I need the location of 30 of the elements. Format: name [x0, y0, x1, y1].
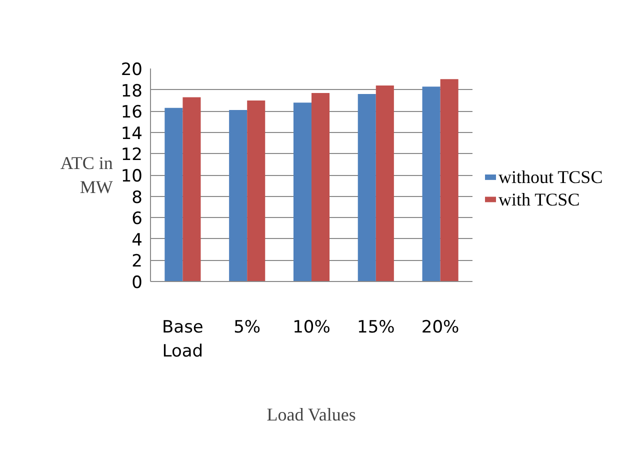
- bar: [247, 100, 266, 282]
- x-tick-label: Base Load: [162, 318, 204, 362]
- bar: [440, 79, 458, 282]
- bar: [182, 97, 201, 282]
- legend-label: with TCSC: [498, 189, 580, 210]
- x-tick-label: 5%: [234, 318, 261, 338]
- y-axis-title: ATC in MW: [60, 153, 113, 197]
- y-tick-label: 20: [120, 60, 143, 80]
- y-tick-label: 12: [120, 145, 143, 166]
- y-tick-label: 4: [132, 230, 143, 250]
- bar: [376, 86, 394, 282]
- y-tick-label: 6: [132, 209, 143, 230]
- y-tick-label: 0: [132, 273, 143, 293]
- x-tick-label: 15%: [357, 318, 395, 338]
- x-tick-label: 20%: [421, 318, 460, 338]
- x-axis-title: Load Values: [266, 404, 356, 424]
- y-tick-label: 8: [132, 188, 143, 208]
- legend-label: without TCSC: [498, 167, 603, 188]
- bar: [312, 92, 330, 282]
- bar: [164, 108, 183, 282]
- bar: [358, 94, 376, 282]
- x-tick-label: 10%: [292, 318, 330, 338]
- y-tick-label: 10: [120, 166, 143, 186]
- y-tick-label: 14: [120, 124, 143, 144]
- bar: [422, 86, 440, 282]
- y-tick-label: 16: [120, 102, 143, 123]
- bar: [229, 110, 248, 282]
- y-tick-label: 2: [132, 252, 143, 272]
- bar: [293, 102, 312, 282]
- y-tick-label: 18: [120, 81, 143, 102]
